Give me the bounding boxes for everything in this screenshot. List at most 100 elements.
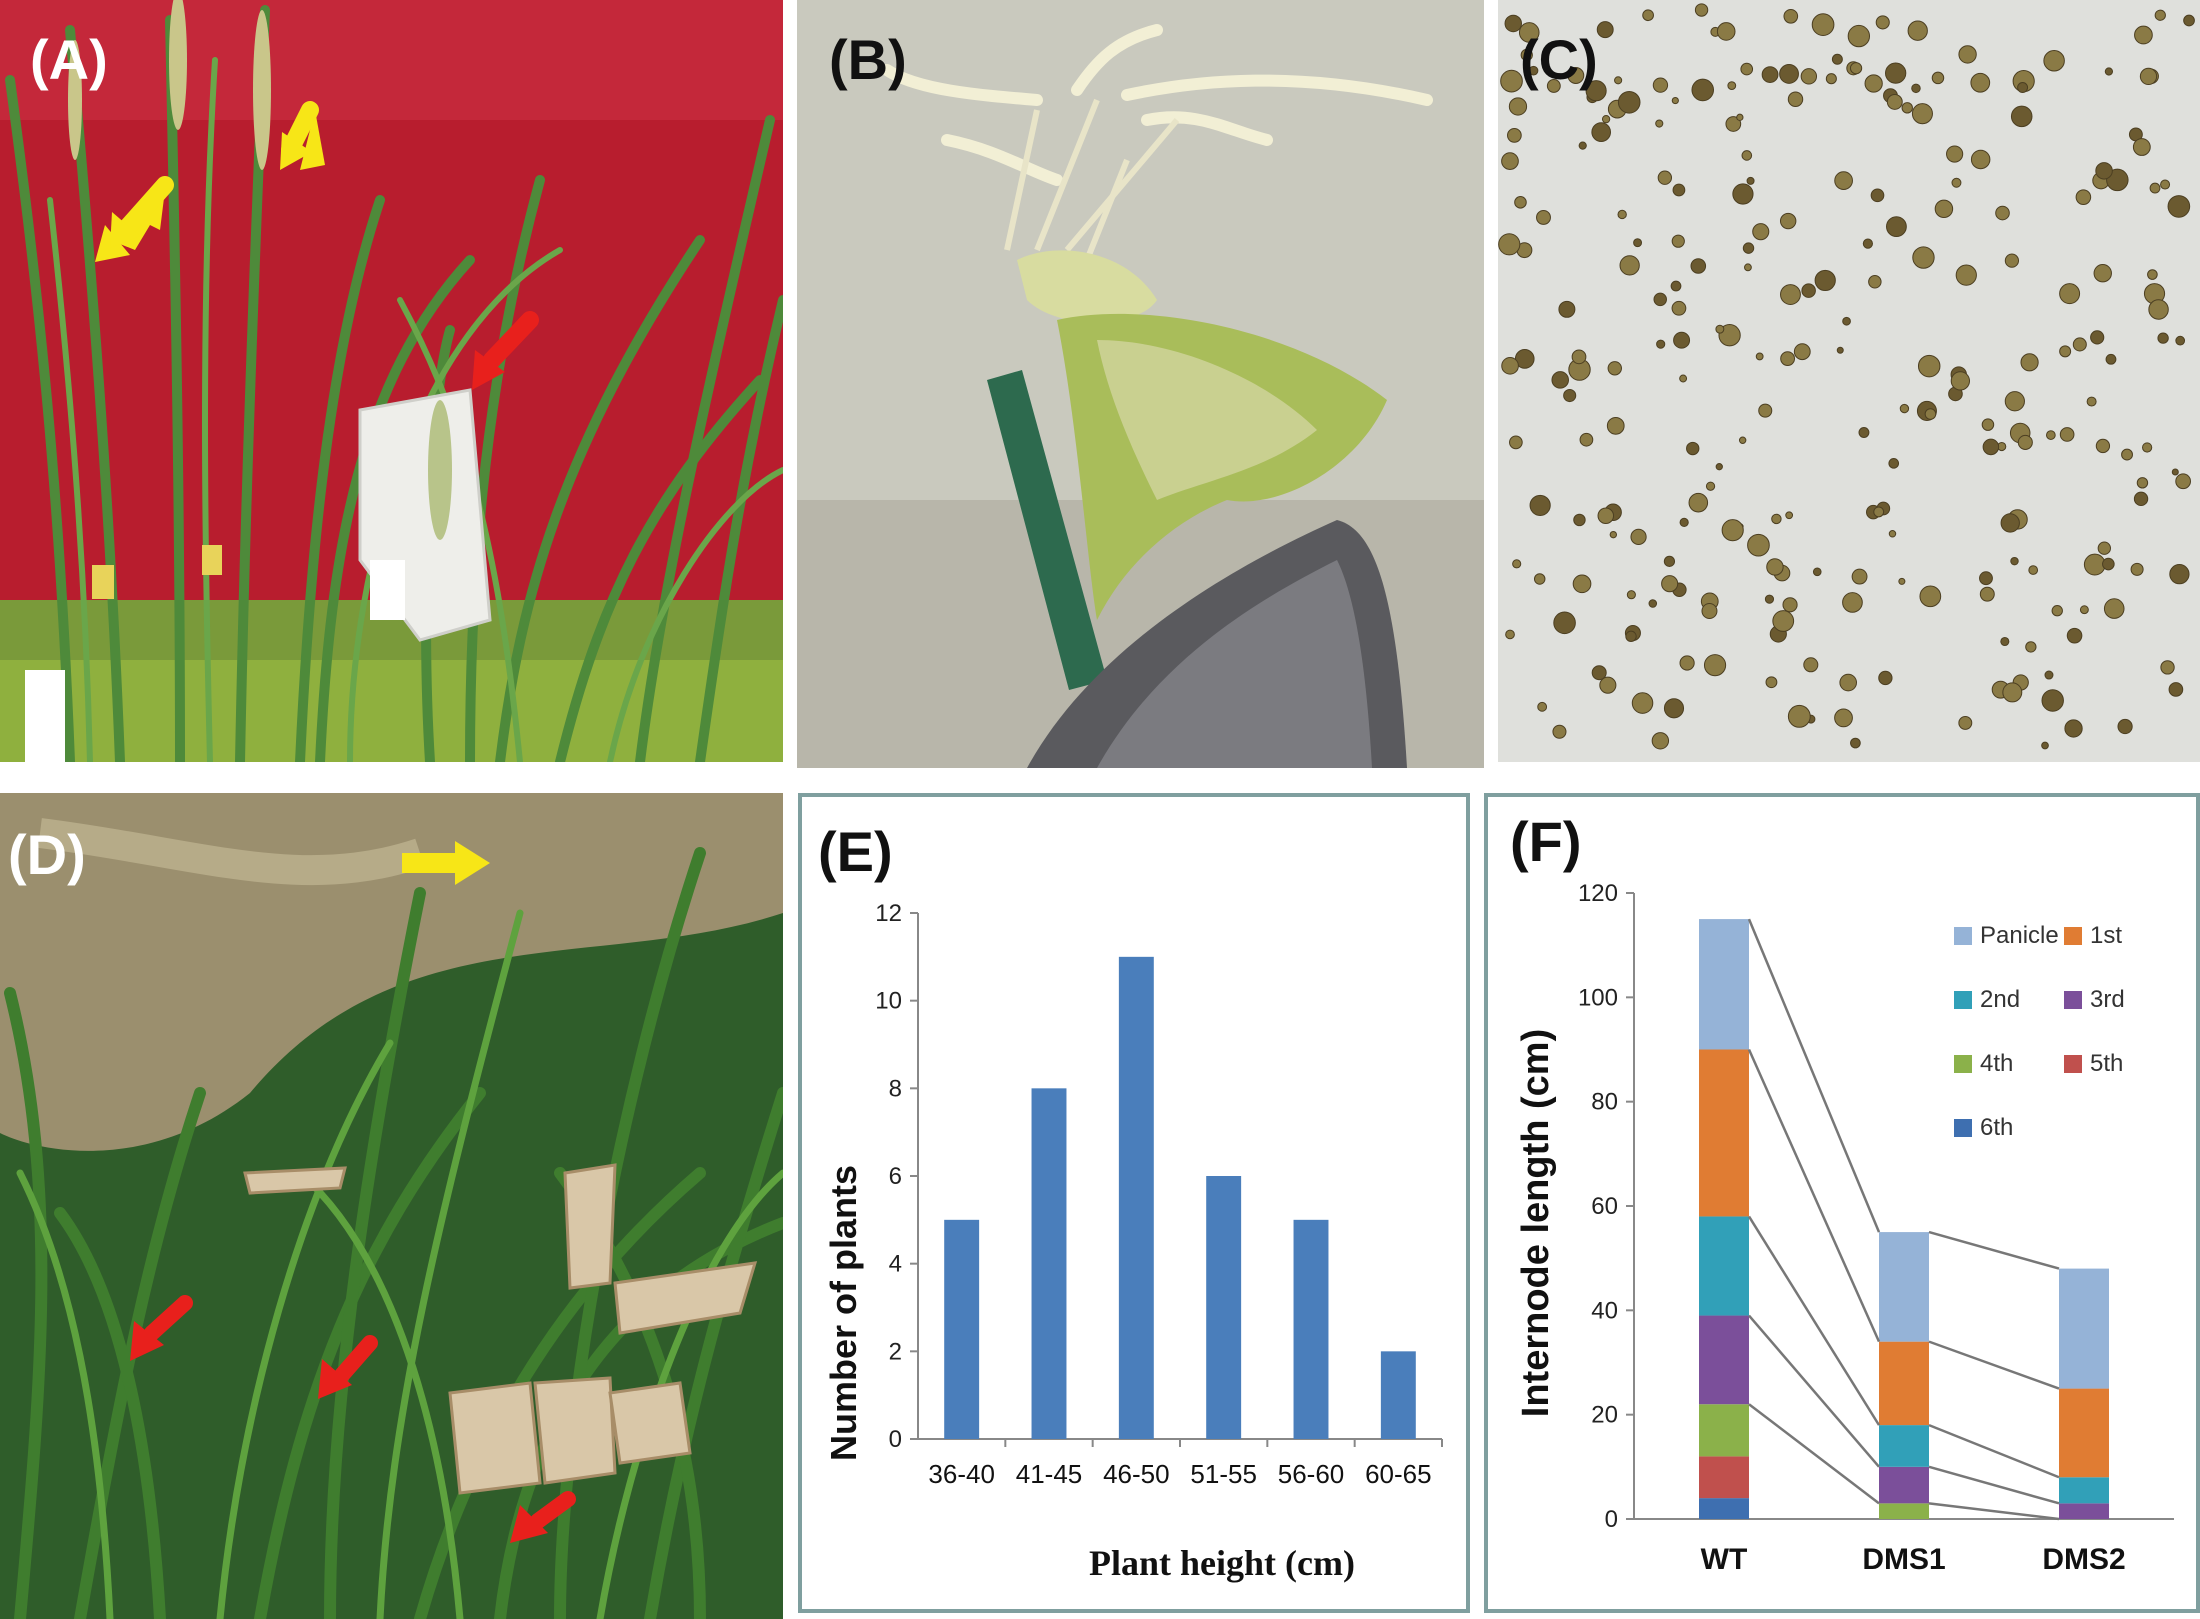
pollen-grain — [1780, 351, 1796, 367]
bar-51-55 — [1206, 1176, 1242, 1439]
pollen-grain — [1741, 150, 1753, 161]
pollen-grain — [1631, 692, 1654, 714]
y-axis-title: Number of plants — [823, 1165, 864, 1461]
pollen-grain — [1718, 324, 1741, 347]
pollen-grain — [2079, 605, 2089, 615]
pollen-grain — [1619, 255, 1640, 276]
pollen-grain — [1507, 128, 1522, 143]
pollen-grain — [1512, 559, 1522, 569]
pollen-grain — [1958, 45, 1977, 64]
pollen-grain — [1573, 513, 1586, 527]
pollen-grain — [2002, 682, 2023, 703]
connector-line — [1928, 1465, 2060, 1505]
segment-DMS2-3rd — [2059, 1503, 2109, 1519]
pollen-grain — [1551, 371, 1569, 389]
pollen-grain — [2139, 67, 2158, 86]
pollen-grain — [2010, 556, 2019, 566]
pollen-grain — [1528, 65, 1539, 76]
red-arrow-icon — [130, 1295, 576, 1543]
pollen-grain — [2117, 718, 2133, 735]
yellow-arrow-icon — [95, 101, 325, 262]
legend-swatch-6th — [1954, 1119, 1972, 1137]
legend-label-5th: 5th — [2090, 1050, 2123, 1077]
pollen-grain — [1536, 209, 1551, 225]
pollen-grain — [1995, 205, 2010, 221]
pollen-grain — [2148, 299, 2169, 320]
pollen-grain — [1552, 724, 1567, 739]
pollen-grain — [2149, 182, 2161, 194]
segment-DMS1-2nd — [1879, 1425, 1929, 1467]
connector-line — [1928, 1230, 2060, 1270]
pollen-grain — [2167, 195, 2191, 218]
pollen-grain — [2160, 660, 2175, 675]
pollen-grain — [1752, 223, 1770, 241]
bar-41-45 — [1031, 1088, 1067, 1439]
pollen-grain — [2168, 682, 2184, 697]
pollen-grain — [2004, 253, 2020, 268]
pollen-grain — [2028, 565, 2039, 575]
connector-line — [1748, 1403, 1880, 1505]
pollen-grain — [1597, 507, 1615, 525]
pollen-grain — [1625, 630, 1637, 643]
pollen-grain — [1656, 339, 1666, 349]
legend-swatch-Panicle — [1954, 927, 1972, 945]
pollen-grain — [2169, 564, 2190, 585]
pollen-grain — [2059, 427, 2075, 442]
pollen-grain — [1851, 568, 1868, 585]
pollen-grain — [1715, 463, 1723, 471]
pollen-grain — [1814, 269, 1836, 292]
pollen-grain — [2043, 50, 2065, 72]
pollen-grain — [2121, 448, 2133, 461]
pollen-grain — [1672, 183, 1686, 197]
pollen-grain — [1886, 216, 1907, 237]
pollen-grain — [1885, 62, 1907, 84]
pollen-grain — [1596, 21, 1614, 39]
y-axis-title: Internode length (cm) — [1515, 1029, 1557, 1417]
pollen-grain — [1764, 594, 1775, 604]
pollen-grain — [1934, 199, 1954, 219]
pollen-grain — [1834, 708, 1853, 728]
photo-panel-c: (C) — [1498, 0, 2200, 762]
pollen-grain — [1839, 673, 1858, 692]
y-tick-label: 0 — [889, 1426, 902, 1453]
pollen-grain — [1721, 519, 1744, 542]
x-tick-label: DMS2 — [2042, 1543, 2125, 1576]
segment-WT-2nd — [1699, 1216, 1749, 1316]
pollen-grain — [1924, 408, 1937, 420]
pollen-grain — [2102, 557, 2115, 571]
bar-46-50 — [1118, 956, 1154, 1439]
pollen-grain — [2017, 82, 2029, 94]
pollen-grains-icon — [1498, 0, 2200, 762]
pollen-grain — [1671, 96, 1679, 105]
pollen-grain — [2041, 741, 2049, 750]
connector-line — [1928, 1502, 2060, 1521]
pollen-grain — [1899, 403, 1910, 414]
pollen-grain — [1679, 655, 1695, 671]
pollen-grain — [1811, 13, 1835, 36]
pollen-grain — [2097, 541, 2111, 555]
pollen-grain — [2093, 264, 2112, 283]
y-tick-label: 40 — [1591, 1297, 1618, 1324]
pollen-grain — [2095, 162, 2113, 180]
pollen-grain — [1888, 530, 1897, 538]
pollen-grain — [1591, 122, 1612, 142]
pollen-grain — [1836, 346, 1844, 354]
panel-label-e: (E) — [818, 820, 893, 883]
pollen-grain — [1864, 74, 1883, 93]
y-tick-label: 60 — [1591, 1193, 1618, 1220]
segment-DMS2-1st — [2059, 1388, 2109, 1478]
pollen-grain — [1732, 183, 1754, 205]
pollen-grain — [2000, 636, 2010, 647]
pollen-grain — [1831, 53, 1843, 65]
pollen-grain — [1970, 149, 1991, 170]
segment-WT-1st — [1699, 1049, 1749, 1217]
segment-WT-5th — [1699, 1456, 1749, 1499]
pollen-grain — [1868, 275, 1882, 289]
segment-DMS1-1st — [1879, 1341, 1929, 1426]
y-tick-label: 4 — [889, 1251, 902, 1278]
pollen-grain — [1599, 676, 1617, 694]
pollen-grain — [2171, 468, 2179, 476]
pollen-grain — [1958, 715, 1973, 730]
segment-DMS1-Panicle — [1879, 1232, 1929, 1342]
pollen-grain — [1673, 331, 1691, 349]
